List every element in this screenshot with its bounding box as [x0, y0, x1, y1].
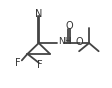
Text: NH: NH: [58, 37, 71, 46]
Text: F: F: [37, 60, 42, 70]
Text: F: F: [15, 58, 21, 68]
Text: N: N: [35, 9, 42, 19]
Text: O: O: [65, 21, 73, 31]
Text: O: O: [76, 37, 83, 47]
